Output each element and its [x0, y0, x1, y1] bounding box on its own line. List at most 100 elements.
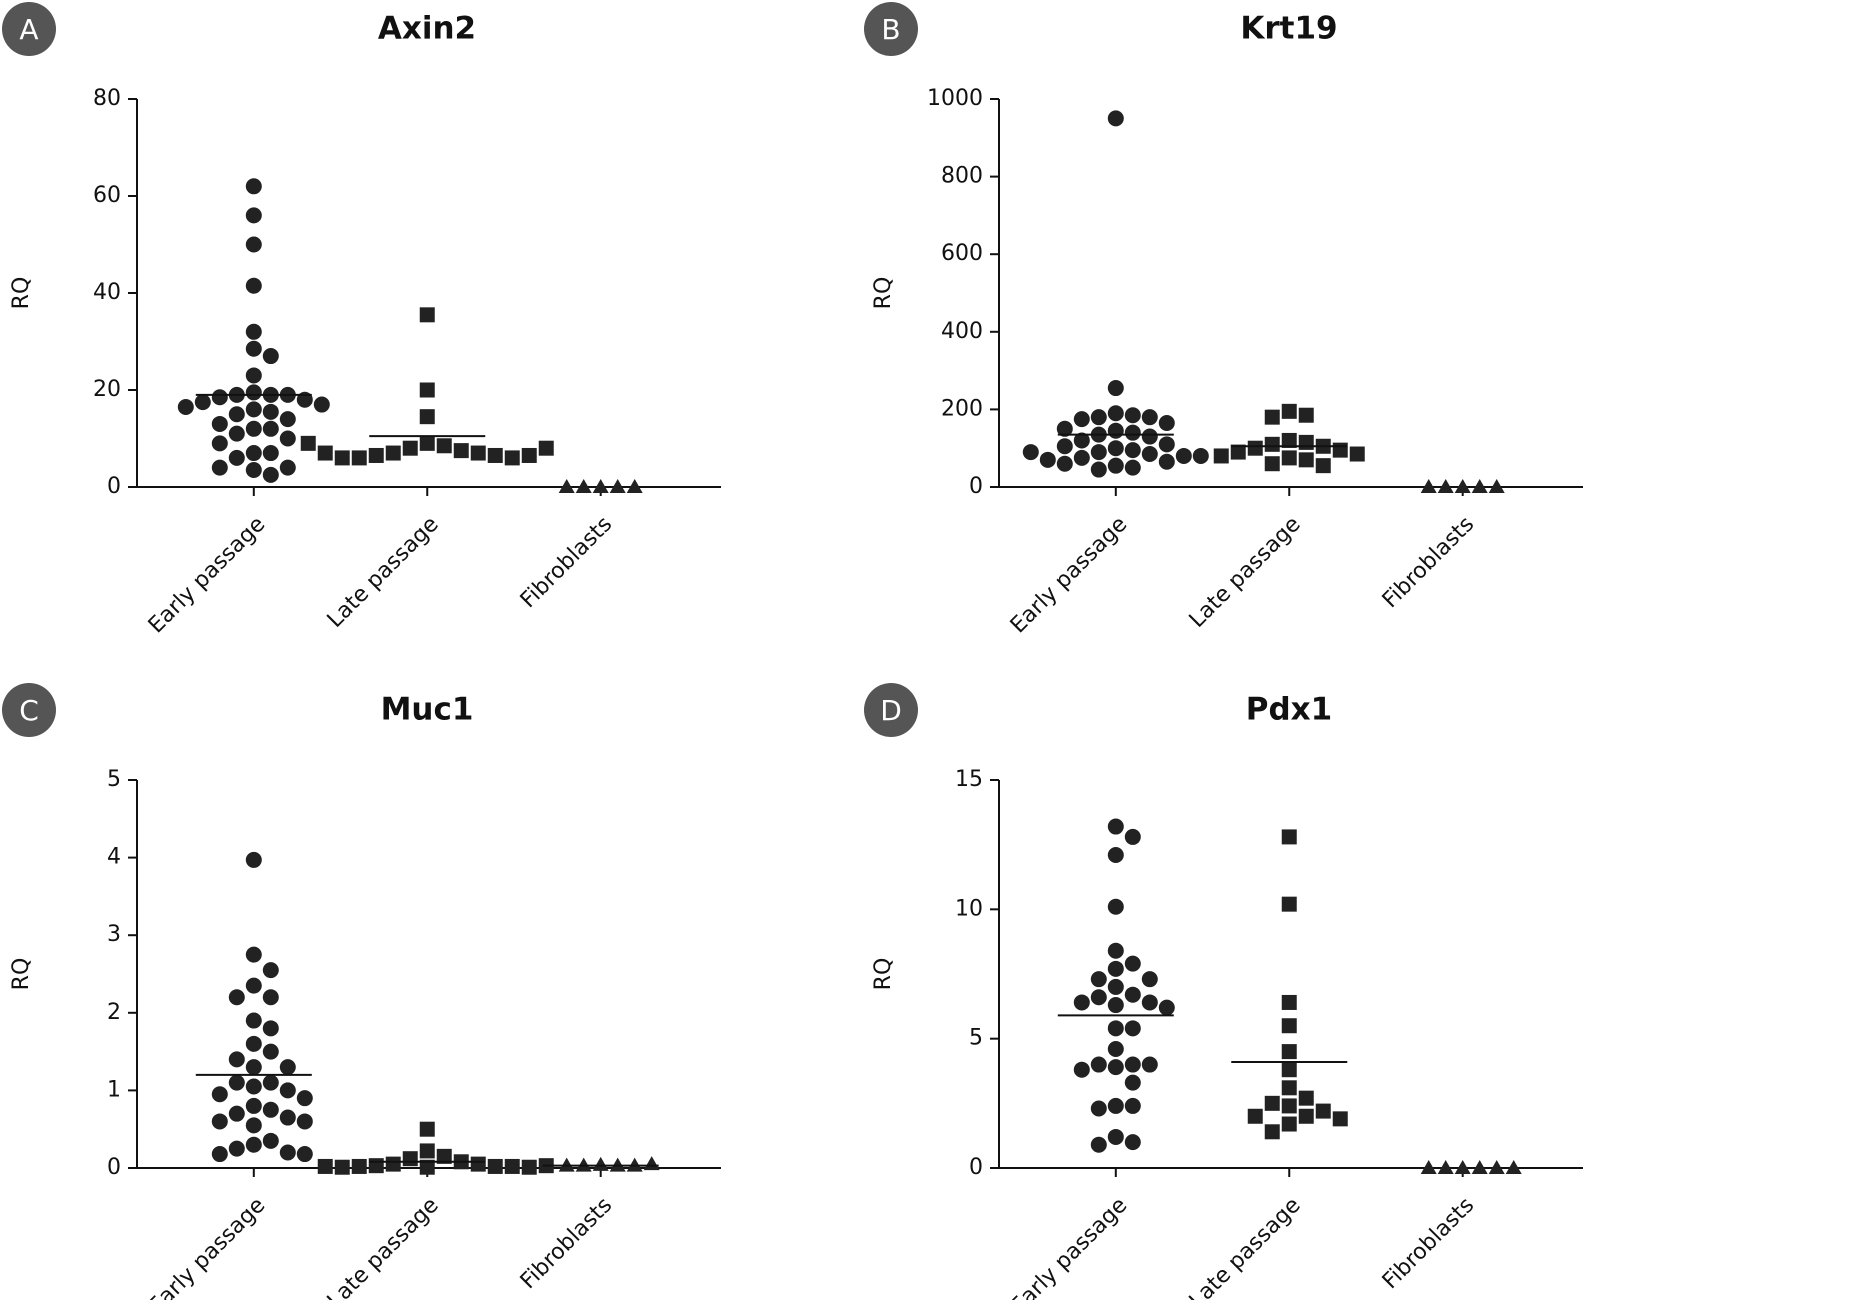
- y-tick-label: 15: [955, 767, 983, 792]
- y-tick-label: 2: [107, 1000, 121, 1025]
- circle-point: [245, 420, 262, 437]
- circle-point: [245, 323, 262, 340]
- square-point: [351, 1158, 367, 1174]
- circle-point: [228, 406, 245, 423]
- circle-point: [279, 411, 296, 428]
- square-point: [1281, 1098, 1297, 1114]
- panel-badge: [2, 683, 56, 737]
- y-tick-label: 600: [941, 241, 983, 266]
- square-point: [402, 1151, 418, 1167]
- x-tick-label: Late passage: [1185, 1193, 1306, 1300]
- square-point: [1213, 448, 1229, 464]
- circle-point: [1107, 1041, 1124, 1058]
- square-point: [419, 1159, 435, 1175]
- circle-point: [1107, 960, 1124, 977]
- circle-point: [1107, 978, 1124, 995]
- y-tick-label: 3: [107, 922, 121, 947]
- square-point: [1332, 442, 1348, 458]
- circle-point: [1107, 818, 1124, 835]
- square-point: [1281, 1080, 1297, 1096]
- chart-title: Krt19: [1240, 11, 1337, 47]
- chart-title: Muc1: [381, 692, 474, 728]
- circle-point: [1107, 440, 1124, 457]
- circle-point: [262, 348, 279, 365]
- panel: D Pdx1 RQ 0 5 10 15 Early passage Late passage Fi…: [864, 683, 1583, 1300]
- chart-title: Pdx1: [1246, 692, 1332, 728]
- y-tick-label: 0: [969, 474, 983, 499]
- square-point: [300, 435, 316, 451]
- triangle-point: [1471, 479, 1488, 493]
- y-tick-label: 0: [107, 474, 121, 499]
- circle-point: [211, 435, 228, 452]
- circle-point: [1107, 422, 1124, 439]
- circle-point: [1107, 1020, 1124, 1037]
- circle-point: [1090, 461, 1107, 478]
- circle-point: [1124, 1074, 1141, 1091]
- circle-point: [211, 1146, 228, 1163]
- circle-point: [245, 1035, 262, 1052]
- circle-point: [1107, 405, 1124, 422]
- circle-point: [1124, 1134, 1141, 1151]
- panel-badge: [2, 2, 56, 56]
- circle-point: [245, 1136, 262, 1153]
- y-tick-label: 0: [107, 1155, 121, 1180]
- circle-point: [1124, 828, 1141, 845]
- x-tick-label: Late passage: [1185, 512, 1306, 633]
- circle-point: [262, 466, 279, 483]
- circle-point: [211, 1113, 228, 1130]
- circle-point: [245, 1078, 262, 1095]
- square-point: [1281, 829, 1297, 845]
- x-tick-label: Early passage: [144, 1193, 271, 1300]
- circle-point: [228, 1074, 245, 1091]
- circle-point: [245, 236, 262, 253]
- circle-point: [194, 394, 211, 411]
- circle-point: [177, 398, 194, 415]
- square-point: [317, 445, 333, 461]
- y-tick-label: 4: [107, 845, 121, 870]
- circle-point: [296, 1146, 313, 1163]
- square-point: [1264, 409, 1280, 425]
- triangle-point: [558, 479, 575, 493]
- square-point: [1315, 458, 1331, 474]
- circle-point: [1124, 442, 1141, 459]
- y-tick-label: 1: [107, 1077, 121, 1102]
- circle-point: [1141, 428, 1158, 445]
- panel-letter: A: [19, 13, 38, 46]
- circle-point: [262, 1132, 279, 1149]
- circle-point: [1107, 380, 1124, 397]
- square-point: [1281, 1062, 1297, 1078]
- circle-point: [279, 430, 296, 447]
- panel-letter: B: [881, 13, 900, 46]
- circle-point: [1022, 444, 1039, 461]
- square-point: [1281, 896, 1297, 912]
- triangle-point: [1420, 479, 1437, 493]
- square-point: [1349, 446, 1365, 462]
- y-tick-label: 60: [93, 183, 121, 208]
- triangle-point: [643, 1156, 660, 1171]
- circle-point: [245, 367, 262, 384]
- circle-point: [1107, 1128, 1124, 1145]
- circle-point: [1107, 847, 1124, 864]
- chart-title: Axin2: [378, 11, 476, 47]
- circle-point: [245, 1059, 262, 1076]
- circle-point: [245, 851, 262, 868]
- circle-point: [228, 989, 245, 1006]
- triangle-point: [609, 479, 626, 493]
- circle-point: [228, 1105, 245, 1122]
- square-point: [1315, 1103, 1331, 1119]
- square-point: [1298, 1090, 1314, 1106]
- square-point: [419, 1121, 435, 1137]
- circle-point: [245, 178, 262, 195]
- circle-point: [1073, 449, 1090, 466]
- circle-point: [1073, 1061, 1090, 1078]
- circle-point: [211, 459, 228, 476]
- triangle-point: [1488, 1160, 1505, 1174]
- circle-point: [211, 1086, 228, 1103]
- x-tick-label: Early passage: [1006, 512, 1133, 639]
- circle-point: [1141, 409, 1158, 426]
- circle-point: [1124, 1020, 1141, 1037]
- panel-badge: [864, 683, 918, 737]
- circle-point: [1124, 986, 1141, 1003]
- circle-point: [1192, 447, 1209, 464]
